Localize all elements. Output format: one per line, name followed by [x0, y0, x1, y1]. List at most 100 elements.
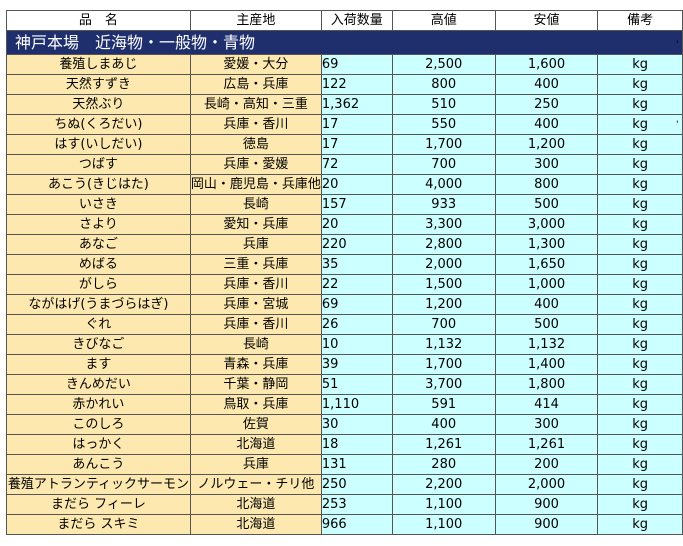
cell-note: kg — [597, 254, 683, 275]
cell-name: きびなご — [6, 334, 191, 355]
cell-name: 天然ぶり — [6, 94, 191, 115]
header-name: 品 名 — [6, 10, 191, 31]
cell-name: まだら フィーレ — [6, 494, 191, 515]
cell-low: 1,200 — [494, 134, 599, 155]
cell-note: kg — [597, 354, 683, 375]
table-row: いさき 長崎 157 933 500 kg — [6, 194, 683, 215]
cell-high: 591 — [391, 394, 496, 415]
cell-low: 500 — [494, 314, 599, 335]
table-row: あなご 兵庫 220 2,800 1,300 kg — [6, 234, 683, 255]
table-row: めばる 三重・兵庫 35 2,000 1,650 kg — [6, 254, 683, 275]
table-row: ます 青森・兵庫 39 1,700 1,400 kg — [6, 354, 683, 375]
cell-qty: 22 — [320, 274, 393, 295]
cell-low: 414 — [494, 394, 599, 415]
cell-area: 兵庫・香川 — [189, 314, 322, 335]
cell-area: 鳥取・兵庫 — [189, 394, 322, 415]
cell-area: 長崎・高知・三重 — [189, 94, 322, 115]
cell-name: がしら — [6, 274, 191, 295]
cell-qty: 72 — [320, 154, 393, 175]
cell-qty: 39 — [320, 354, 393, 375]
cell-name: あなご — [6, 234, 191, 255]
cell-area: ノルウェー・チリ他 — [189, 474, 322, 495]
cell-note: kg — [597, 154, 683, 175]
cell-area: 千葉・静岡 — [189, 374, 322, 395]
table-row: きんめだい 千葉・静岡 51 3,700 1,800 kg — [6, 374, 683, 395]
cell-area: 兵庫・香川 — [189, 274, 322, 295]
cell-qty: 220 — [320, 234, 393, 255]
cell-high: 4,000 — [391, 174, 496, 195]
cell-name: 天然すずき — [6, 74, 191, 95]
cell-name: ながはげ(うまづらはぎ) — [6, 294, 191, 315]
cell-name: あんこう — [6, 454, 191, 475]
cell-name: 養殖しまあじ — [6, 54, 191, 75]
cell-qty: 17 — [320, 134, 393, 155]
market-price-table: 神戸本場 近海物・一般物・青物 品 名 主産地 入荷数量 高値 安値 備考 養殖… — [6, 10, 683, 535]
cell-note: kg — [597, 194, 683, 215]
cell-area: 愛媛・大分 — [189, 54, 322, 75]
table-row: あんこう 兵庫 131 280 200 kg — [6, 454, 683, 475]
table-row: ちぬ(くろだい) 兵庫・香川 17 550 400 kg — [6, 114, 683, 135]
cell-high: 1,100 — [391, 514, 496, 535]
cell-note: kg — [597, 454, 683, 475]
cell-qty: 10 — [320, 334, 393, 355]
cell-name: いさき — [6, 194, 191, 215]
cell-name: ぐれ — [6, 314, 191, 335]
cell-area: 兵庫 — [189, 234, 322, 255]
cell-qty: 966 — [320, 514, 393, 535]
table-row: まだら フィーレ 北海道 253 1,100 900 kg — [6, 494, 683, 515]
cell-high: 1,700 — [391, 134, 496, 155]
table-row: 養殖アトランティックサーモン ノルウェー・チリ他 250 2,200 2,000 kg — [6, 474, 683, 495]
cell-low: 200 — [494, 454, 599, 475]
header-area: 主産地 — [189, 10, 322, 31]
cell-name: さより — [6, 214, 191, 235]
cell-note: kg — [597, 394, 683, 415]
cell-high: 800 — [391, 74, 496, 95]
cell-note: kg — [597, 274, 683, 295]
cell-qty: 253 — [320, 494, 393, 515]
cell-area: 北海道 — [189, 494, 322, 515]
table-row: 天然ぶり 長崎・高知・三重 1,362 510 250 kg — [6, 94, 683, 115]
cell-low: 250 — [494, 94, 599, 115]
table-row: まだら スキミ 北海道 966 1,100 900 kg — [6, 514, 683, 535]
table-row: つばす 兵庫・愛媛 72 700 300 kg — [6, 154, 683, 175]
cell-note: kg — [597, 474, 683, 495]
cell-high: 2,000 — [391, 254, 496, 275]
table-row: はっかく 北海道 18 1,261 1,261 kg — [6, 434, 683, 455]
cell-low: 400 — [494, 294, 599, 315]
table-row: さより 愛知・兵庫 20 3,300 3,000 kg — [6, 214, 683, 235]
cell-high: 2,200 — [391, 474, 496, 495]
cell-qty: 18 — [320, 434, 393, 455]
cell-name: まだら スキミ — [6, 514, 191, 535]
table-row: あこう(きじはた) 岡山・鹿児島・兵庫他 20 4,000 800 kg — [6, 174, 683, 195]
cell-name: きんめだい — [6, 374, 191, 395]
cell-note: kg — [597, 114, 683, 135]
cell-area: 兵庫・宮城 — [189, 294, 322, 315]
table-row: 赤かれい 鳥取・兵庫 1,110 591 414 kg — [6, 394, 683, 415]
cell-name: ちぬ(くろだい) — [6, 114, 191, 135]
cell-note: kg — [597, 314, 683, 335]
cell-name: はす(いしだい) — [6, 134, 191, 155]
cell-low: 1,400 — [494, 354, 599, 375]
header-qty: 入荷数量 — [320, 10, 393, 31]
cell-area: 長崎 — [189, 334, 322, 355]
cell-high: 1,100 — [391, 494, 496, 515]
cell-high: 1,261 — [391, 434, 496, 455]
cell-qty: 122 — [320, 74, 393, 95]
cell-qty: 51 — [320, 374, 393, 395]
cell-high: 1,700 — [391, 354, 496, 375]
cell-qty: 20 — [320, 174, 393, 195]
table-row: がしら 兵庫・香川 22 1,500 1,000 kg — [6, 274, 683, 295]
cell-name: つばす — [6, 154, 191, 175]
cell-area: 兵庫・香川 — [189, 114, 322, 135]
cell-area: 徳島 — [189, 134, 322, 155]
cell-qty: 250 — [320, 474, 393, 495]
cell-high: 2,800 — [391, 234, 496, 255]
cell-area: 佐賀 — [189, 414, 322, 435]
cell-low: 500 — [494, 194, 599, 215]
cell-note: kg — [597, 74, 683, 95]
cell-area: 青森・兵庫 — [189, 354, 322, 375]
cell-low: 900 — [494, 514, 599, 535]
cell-high: 3,700 — [391, 374, 496, 395]
cell-qty: 1,362 — [320, 94, 393, 115]
cell-high: 550 — [391, 114, 496, 135]
